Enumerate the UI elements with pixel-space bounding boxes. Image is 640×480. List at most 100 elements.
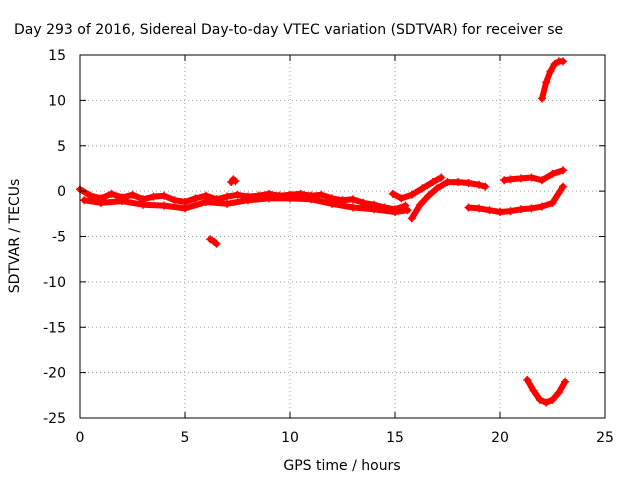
data-point (535, 395, 544, 404)
data-point (559, 57, 567, 66)
data-point (206, 235, 215, 244)
data-point (529, 386, 538, 395)
data-point (559, 182, 567, 191)
data-point (223, 192, 231, 201)
data-point (418, 184, 427, 193)
y-axis-title: SDTVAR / TECUs (7, 179, 23, 294)
data-point (416, 200, 425, 209)
data-point (496, 207, 504, 216)
data-point (424, 191, 433, 200)
data-point (523, 375, 532, 384)
data-point (407, 190, 416, 199)
data-point (391, 207, 399, 216)
data-point (428, 178, 437, 187)
data-point (328, 199, 336, 208)
data-point (244, 196, 252, 205)
series-line (539, 58, 566, 102)
data-point (437, 173, 446, 182)
data-point (550, 60, 559, 69)
x-axis-title: GPS time / hours (283, 458, 400, 474)
data-point (202, 198, 210, 207)
data-point (307, 195, 315, 204)
x-tick-label: 15 (386, 430, 404, 446)
data-point (464, 203, 473, 212)
data-point (542, 78, 551, 87)
data-point (212, 239, 221, 248)
x-tick-label: 20 (491, 430, 509, 446)
data-point (97, 198, 105, 207)
chart-title: Day 293 of 2016, Sidereal Day-to-day VTE… (14, 22, 563, 38)
series-line (465, 183, 566, 215)
y-tick-label: -5 (52, 230, 66, 246)
data-point (181, 204, 189, 213)
y-tick-label: -15 (43, 320, 66, 336)
y-tick-label: -10 (43, 275, 66, 291)
data-point (388, 189, 397, 198)
series-1 (80, 194, 412, 216)
data-point (475, 204, 483, 213)
series-5 (500, 166, 567, 185)
data-point (443, 178, 452, 187)
y-tick-label: 10 (48, 93, 66, 109)
grid-lines (80, 55, 605, 418)
data-point (349, 195, 357, 204)
data-point (554, 388, 563, 397)
data-point (464, 178, 473, 187)
data-point (506, 207, 515, 216)
y-tick-label: 5 (57, 139, 66, 155)
data-point (160, 191, 168, 200)
axis-ticks: 0 5 10 15 20 25 15 10 5 0 -5 -10 -15 -20 -25 (43, 48, 614, 446)
data-point (397, 194, 406, 203)
data-point (546, 67, 555, 76)
data-point (517, 205, 525, 214)
x-tick-label: 0 (76, 430, 85, 446)
series-2 (407, 178, 490, 223)
data-point (506, 175, 515, 184)
data-point (80, 196, 89, 205)
data-point (149, 192, 158, 201)
data-point (517, 174, 525, 183)
data-point (349, 203, 357, 212)
x-tick-label: 10 (281, 430, 299, 446)
data-series (76, 57, 570, 407)
series-6 (538, 57, 567, 103)
data-point (107, 189, 116, 198)
y-tick-label: 0 (57, 184, 66, 200)
data-point (433, 184, 441, 193)
data-point (561, 377, 570, 386)
y-tick-label: -20 (43, 366, 66, 382)
data-point (265, 194, 273, 203)
y-tick-label: 15 (48, 48, 66, 64)
data-point (548, 395, 557, 404)
data-point (559, 166, 567, 175)
data-point (548, 169, 557, 178)
data-point (527, 173, 536, 182)
data-point (527, 204, 536, 213)
series-9 (227, 175, 240, 187)
data-point (231, 177, 240, 186)
data-point (548, 198, 557, 207)
series-3 (388, 173, 446, 203)
data-point (160, 201, 168, 210)
data-point (118, 197, 126, 206)
series-8 (206, 235, 221, 248)
data-point (233, 190, 242, 199)
data-point (370, 205, 378, 214)
data-point (223, 199, 231, 208)
data-point (191, 194, 200, 203)
x-tick-label: 5 (181, 430, 190, 446)
data-point (485, 206, 494, 215)
data-point (139, 200, 147, 209)
series-4 (464, 182, 567, 216)
data-point (475, 180, 483, 189)
data-point (542, 398, 551, 407)
x-tick-label: 25 (596, 430, 614, 446)
data-point (500, 176, 509, 185)
plot-frame (79, 54, 606, 419)
series-7 (523, 375, 570, 407)
data-point (538, 176, 546, 185)
data-point (317, 190, 326, 199)
data-point (407, 214, 416, 223)
data-point (170, 196, 179, 205)
